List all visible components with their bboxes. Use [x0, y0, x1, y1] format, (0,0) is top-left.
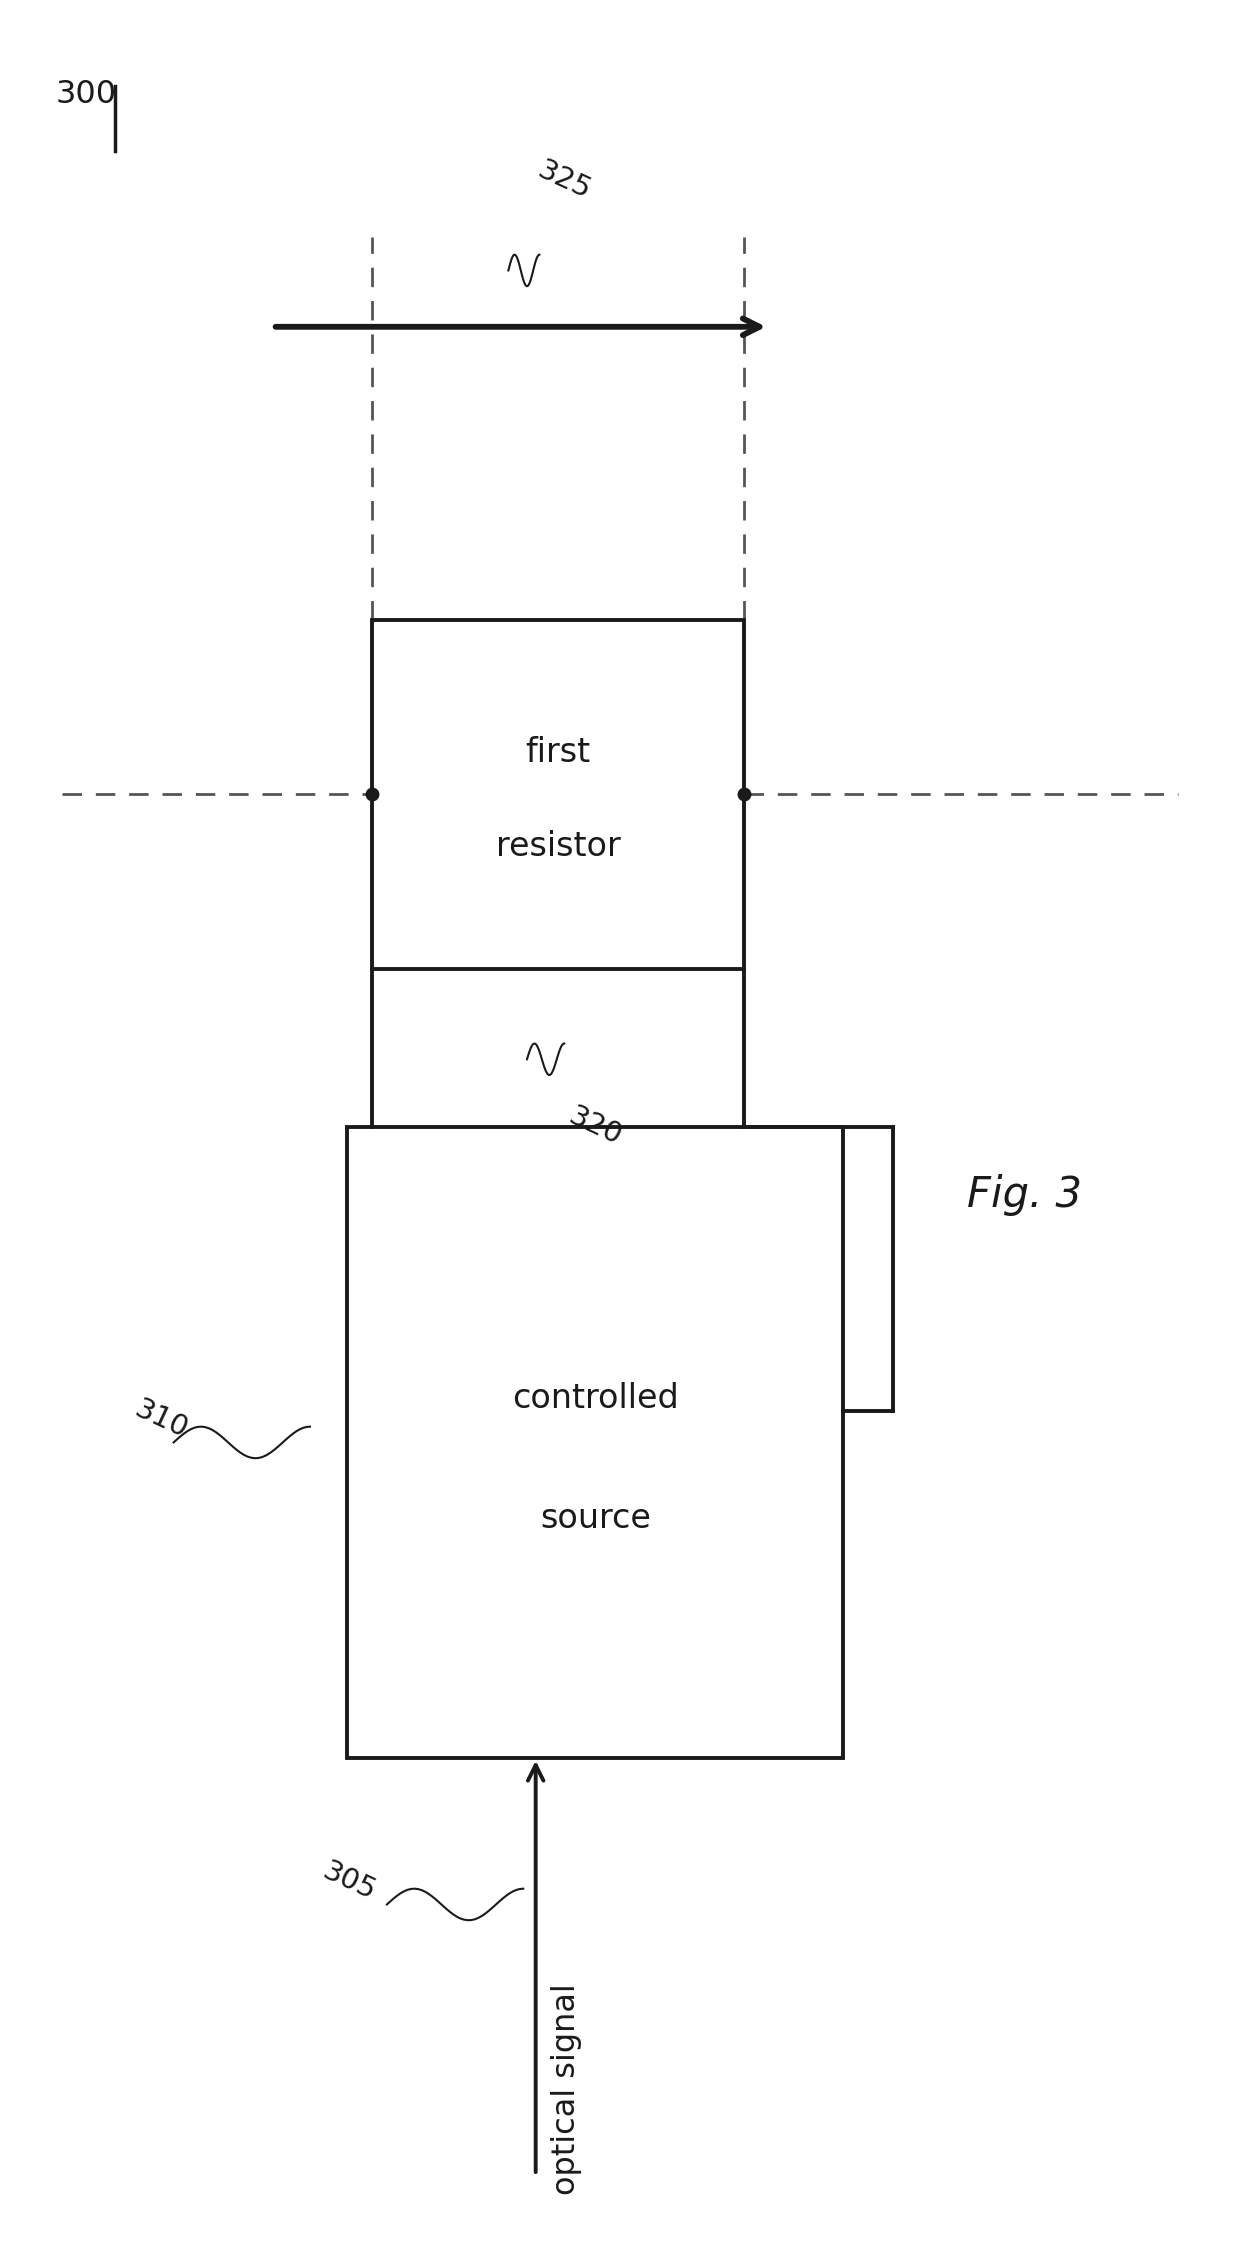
- Text: 320: 320: [564, 1101, 626, 1151]
- Text: 325: 325: [533, 156, 595, 205]
- Text: first: first: [526, 736, 590, 770]
- Text: 305: 305: [319, 1858, 381, 1907]
- Polygon shape: [347, 1126, 843, 1758]
- Text: 310: 310: [130, 1395, 192, 1444]
- Text: controlled: controlled: [512, 1381, 678, 1415]
- Text: 300: 300: [56, 79, 117, 111]
- Text: source: source: [539, 1501, 651, 1535]
- Polygon shape: [372, 621, 744, 968]
- Text: Fig. 3: Fig. 3: [967, 1174, 1083, 1217]
- Text: optical signal: optical signal: [552, 1984, 583, 2196]
- Text: resistor: resistor: [496, 831, 620, 864]
